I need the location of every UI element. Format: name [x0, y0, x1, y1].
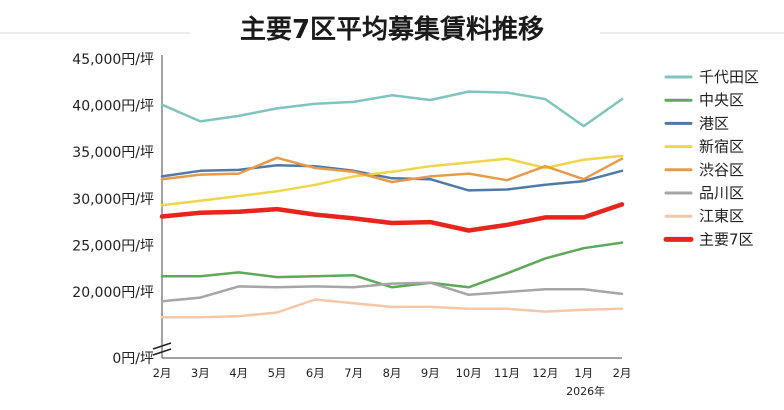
- series-line: [159, 202, 625, 233]
- x-tick-labels: 2月 3月 4月 5月 6月 7月 8月 9月 10月 11月 12月 1月 2月: [153, 366, 632, 380]
- legend-label: 品川区: [699, 184, 744, 202]
- legend-label: 渋谷区: [699, 161, 744, 179]
- legend-label: 新宿区: [699, 138, 744, 156]
- series-line: [160, 298, 624, 319]
- series-line: [160, 156, 624, 184]
- x-tick-label: 12月: [532, 366, 558, 380]
- legend-item: 港区: [664, 114, 729, 132]
- legend-label: 港区: [699, 114, 729, 132]
- y-tick-label: 35,000円/坪: [72, 145, 154, 161]
- x-tick-label: 10月: [456, 366, 482, 380]
- y-tick-labels: 0円/坪 20,000円/坪 25,000円/坪 30,000円/坪 35,000円/坪…: [72, 52, 154, 367]
- y-tick-label: 40,000円/坪: [72, 99, 154, 115]
- x-tick-label: 5月: [268, 366, 287, 380]
- series-lines: [159, 90, 625, 319]
- legend-label: 主要7区: [699, 230, 754, 248]
- axis-break-mark: [152, 348, 172, 356]
- series-line: [160, 163, 624, 192]
- y-tick-label: 20,000円/坪: [72, 285, 154, 301]
- x-tick-label: 2月: [153, 366, 172, 380]
- x-tick-label: 4月: [229, 366, 248, 380]
- series-line: [160, 241, 624, 289]
- series-line: [160, 90, 624, 128]
- x-tick-label: 2月: [613, 366, 632, 380]
- legend-item: 中央区: [664, 91, 744, 109]
- axes: [152, 55, 622, 359]
- legend-label: 中央区: [699, 91, 744, 109]
- x-tick-label: 7月: [344, 366, 363, 380]
- x-tick-label: 9月: [421, 366, 440, 380]
- axis-break-mark: [152, 342, 172, 350]
- x-tick-label: 6月: [306, 366, 325, 380]
- series-line: [160, 154, 624, 207]
- legend-item: 千代田区: [664, 68, 759, 86]
- series-line: [160, 281, 624, 303]
- y-tick-label: 30,000円/坪: [72, 192, 154, 208]
- x-tick-label: 1月: [574, 366, 593, 380]
- x-tick-label: 8月: [383, 366, 402, 380]
- legend-item: 江東区: [664, 207, 744, 225]
- legend-label: 江東区: [699, 207, 744, 225]
- legend-item: 新宿区: [664, 138, 744, 156]
- legend-label: 千代田区: [699, 68, 759, 86]
- legend-item: 品川区: [664, 184, 744, 202]
- x-year-note: 2026年: [566, 384, 605, 398]
- y-tick-label: 45,000円/坪: [72, 52, 154, 68]
- legend-item: 渋谷区: [664, 161, 744, 179]
- y-tick-label: 0円/坪: [112, 351, 154, 367]
- legend-item: 主要7区: [663, 230, 754, 248]
- y-tick-label: 25,000円/坪: [72, 238, 154, 254]
- x-tick-label: 11月: [494, 366, 520, 380]
- chart-title: 主要7区平均募集賃料推移: [240, 14, 544, 45]
- x-tick-label: 3月: [191, 366, 210, 380]
